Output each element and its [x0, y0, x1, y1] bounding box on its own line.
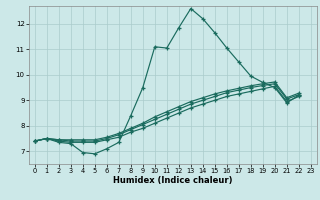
X-axis label: Humidex (Indice chaleur): Humidex (Indice chaleur) [113, 176, 233, 185]
